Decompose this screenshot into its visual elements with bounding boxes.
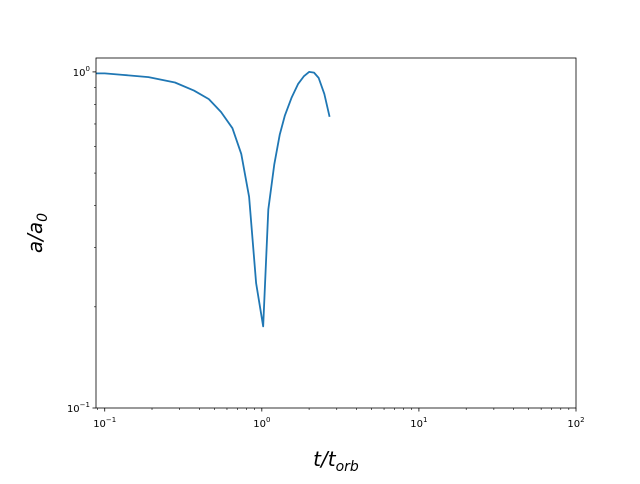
y-tick-label: 10−1: [67, 401, 90, 415]
x-tick-label: 102: [567, 416, 584, 430]
x-axis-label: t/torb: [313, 447, 359, 475]
y-axis-label: a/a0: [23, 213, 51, 253]
x-tick-label: 10−1: [93, 416, 116, 430]
plot-frame: [95, 57, 577, 409]
series-line: [96, 71, 331, 328]
x-axis-ticks: 10−1 100 101 102: [93, 408, 585, 430]
x-tick-label: 101: [410, 416, 427, 430]
y-axis-ticks: 10−1 100: [67, 65, 96, 415]
x-tick-label: 100: [253, 416, 270, 430]
plot-area: [96, 58, 576, 408]
y-tick-label: 100: [73, 65, 90, 79]
